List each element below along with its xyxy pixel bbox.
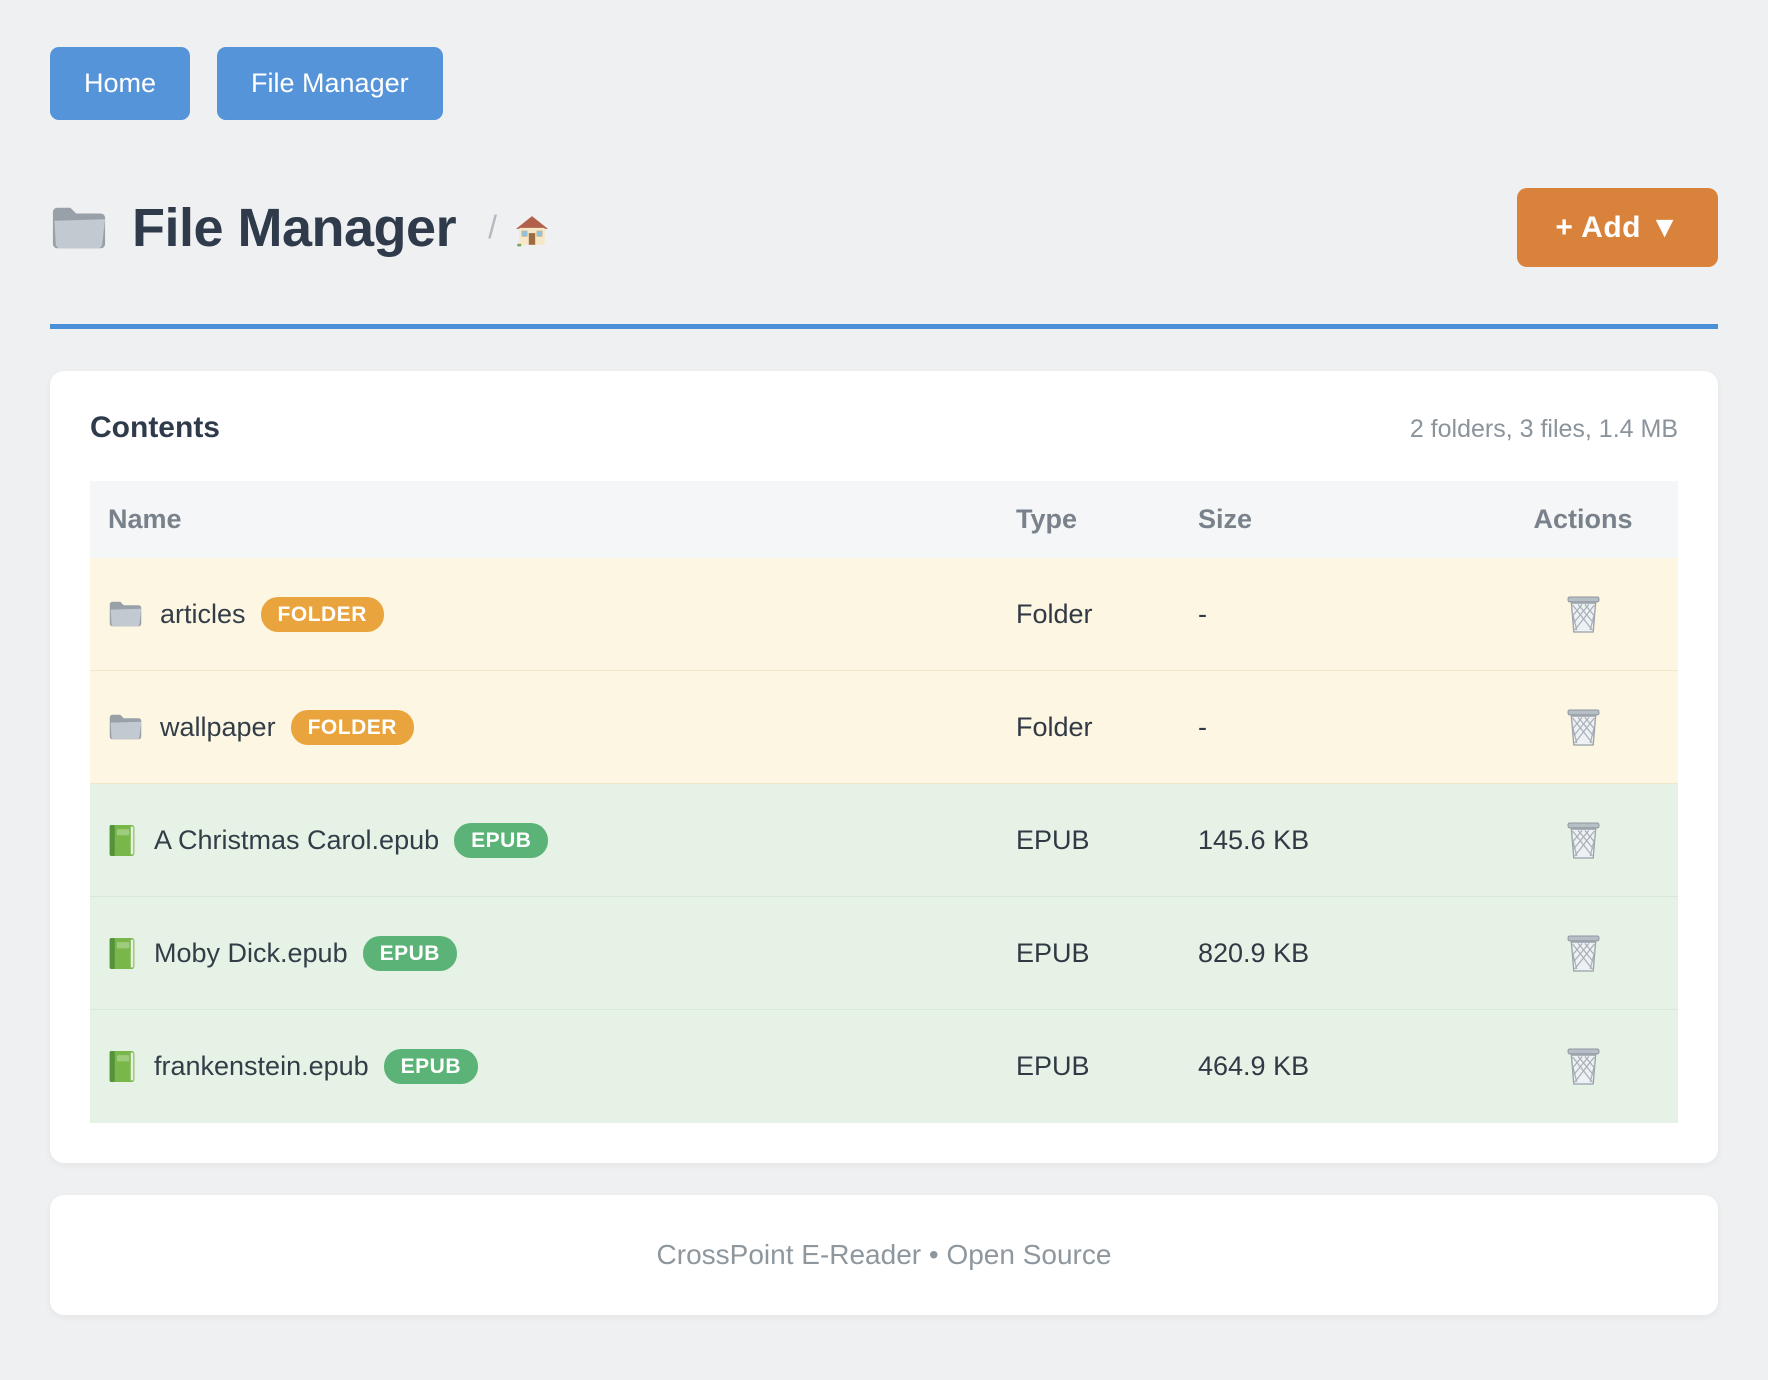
house-icon[interactable] xyxy=(515,214,549,248)
contents-card: Contents 2 folders, 3 files, 1.4 MB Name… xyxy=(50,371,1718,1163)
row-badge: EPUB xyxy=(383,1049,479,1084)
column-header-type: Type xyxy=(1016,504,1078,534)
contents-heading: Contents xyxy=(90,411,220,444)
table-row: wallpaper FOLDER Folder - xyxy=(90,671,1678,784)
delete-button[interactable] xyxy=(1562,929,1605,978)
divider-rule xyxy=(50,324,1718,329)
contents-summary: 2 folders, 3 files, 1.4 MB xyxy=(1409,415,1678,443)
row-badge: FOLDER xyxy=(290,709,414,745)
book-icon xyxy=(109,1051,135,1082)
row-type: EPUB xyxy=(1016,1051,1090,1081)
breadcrumb-separator: / xyxy=(488,209,497,245)
delete-button[interactable] xyxy=(1562,816,1605,865)
trash-icon xyxy=(1567,1048,1599,1085)
table-header-row: Name Type Size Actions xyxy=(90,481,1678,558)
home-button[interactable]: Home xyxy=(50,47,191,120)
row-name-cell[interactable]: A Christmas Carol.epub EPUB xyxy=(90,822,1016,858)
row-size: 145.6 KB xyxy=(1198,824,1310,855)
row-type: Folder xyxy=(1016,711,1093,742)
footer: CrossPoint E-Reader • Open Source xyxy=(50,1195,1718,1315)
add-button[interactable]: + Add ▼ xyxy=(1517,188,1718,267)
row-name-cell[interactable]: articles FOLDER xyxy=(90,596,1016,632)
row-size: 820.9 KB xyxy=(1198,937,1310,968)
row-size: - xyxy=(1198,598,1207,629)
top-nav: Home File Manager xyxy=(50,47,1718,120)
footer-text: CrossPoint E-Reader • Open Source xyxy=(656,1239,1112,1270)
book-icon xyxy=(109,937,135,969)
column-header-name: Name xyxy=(108,504,182,534)
file-name: articles xyxy=(160,598,246,629)
folder-icon xyxy=(52,207,106,248)
table-body: articles FOLDER Folder - xyxy=(90,558,1678,1123)
delete-button[interactable] xyxy=(1562,703,1605,752)
folder-icon xyxy=(109,714,142,740)
row-name-cell[interactable]: wallpaper FOLDER xyxy=(90,709,1016,745)
table-row: Moby Dick.epub EPUB EPUB 820.9 KB xyxy=(90,897,1678,1010)
row-badge: EPUB xyxy=(362,935,457,971)
row-type: EPUB xyxy=(1016,824,1090,855)
file-table: Name Type Size Actions articles FOLDER F… xyxy=(90,481,1678,1123)
row-size: 464.9 KB xyxy=(1198,1051,1310,1081)
table-row: A Christmas Carol.epub EPUB EPUB 145.6 K… xyxy=(90,784,1678,897)
row-name-cell[interactable]: frankenstein.epub EPUB xyxy=(90,1049,1016,1084)
row-badge: EPUB xyxy=(454,822,549,858)
table-row: frankenstein.epub EPUB EPUB 464.9 KB xyxy=(90,1010,1678,1123)
row-badge: FOLDER xyxy=(260,596,384,632)
folder-icon xyxy=(109,601,142,627)
column-header-size: Size xyxy=(1198,504,1253,534)
book-icon xyxy=(109,824,135,856)
row-type: EPUB xyxy=(1016,937,1090,968)
column-header-actions: Actions xyxy=(1533,504,1633,534)
page-title: File Manager xyxy=(132,197,457,258)
file-name: Moby Dick.epub xyxy=(154,937,348,968)
file-manager-button[interactable]: File Manager xyxy=(217,47,443,120)
row-type: Folder xyxy=(1016,598,1093,629)
trash-icon xyxy=(1567,596,1599,633)
table-row: articles FOLDER Folder - xyxy=(90,558,1678,671)
file-name: wallpaper xyxy=(160,711,276,742)
row-name-cell[interactable]: Moby Dick.epub EPUB xyxy=(90,935,1016,971)
page-header: File Manager / + Add ▼ xyxy=(50,188,1718,267)
trash-icon xyxy=(1567,935,1599,972)
file-name: A Christmas Carol.epub xyxy=(154,824,440,855)
card-header: Contents 2 folders, 3 files, 1.4 MB xyxy=(90,411,1678,445)
delete-button[interactable] xyxy=(1562,1042,1605,1091)
row-size: - xyxy=(1198,711,1207,742)
trash-icon xyxy=(1567,822,1599,859)
file-name: frankenstein.epub xyxy=(154,1051,369,1081)
title-group: File Manager / xyxy=(50,197,549,259)
delete-button[interactable] xyxy=(1562,590,1605,639)
trash-icon xyxy=(1567,709,1599,746)
